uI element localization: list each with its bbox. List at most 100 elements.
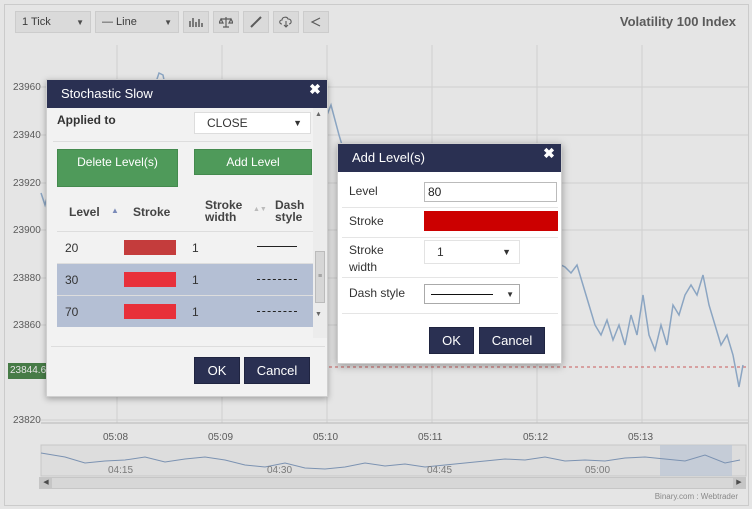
ok-button[interactable]: OK — [194, 357, 240, 384]
chart-toolbar: 1 Tick ▼ — Line ▼ — [15, 11, 329, 35]
y-tick-label: 23900 — [13, 225, 41, 236]
cancel-button[interactable]: Cancel — [479, 327, 545, 354]
navigator-tick-label: 04:15 — [108, 465, 134, 476]
header-level[interactable]: Level — [69, 205, 100, 219]
applied-to-value: CLOSE — [207, 116, 248, 130]
vertical-scrollbar[interactable]: ▲ ≡ ▼ — [313, 108, 327, 338]
dash-dashed-line — [257, 279, 297, 280]
close-icon[interactable]: ✖ — [309, 81, 321, 97]
scroll-down-icon[interactable]: ▼ — [315, 311, 322, 318]
table-row[interactable]: 20 1 — [57, 231, 313, 263]
navigator-series-line — [40, 452, 741, 470]
close-icon[interactable]: ✖ — [543, 145, 555, 161]
cancel-button[interactable]: Cancel — [244, 357, 310, 384]
compare-button[interactable] — [213, 11, 239, 33]
dash-style-label: Dash style — [349, 286, 406, 300]
dialog-title: Add Level(s) — [352, 150, 425, 165]
stroke-width-value: 1 — [192, 305, 199, 319]
x-tick-label: 05:11 — [418, 432, 443, 443]
download-button[interactable] — [273, 11, 299, 33]
stroke-width-select[interactable]: 1 ▼ — [424, 240, 520, 264]
stroke-swatch — [124, 272, 176, 287]
level-value: 30 — [65, 273, 79, 287]
stroke-swatch — [124, 240, 176, 255]
navigator-tick-label: 05:00 — [585, 465, 611, 476]
add-level-dialog: Add Level(s) ✖ Level 80 Stroke Stroke wi… — [337, 143, 562, 364]
interval-select[interactable]: 1 Tick ▼ — [15, 11, 91, 33]
level-row: Level 80 — [342, 176, 558, 208]
y-tick-label: 23940 — [13, 130, 41, 141]
download-icon — [279, 16, 292, 28]
navigator-tick-label: 04:45 — [427, 465, 453, 476]
credit-text: Binary.com : Webtrader — [654, 492, 738, 501]
indicators-button[interactable] — [183, 11, 209, 33]
level-input[interactable]: 80 — [424, 182, 557, 202]
chart-type-value: — Line — [102, 16, 137, 28]
stroke-label: Stroke — [349, 214, 384, 228]
divider — [53, 141, 311, 142]
stroke-row: Stroke — [342, 208, 558, 238]
stroke-width-label: Stroke width — [349, 243, 384, 274]
table-row[interactable]: 30 1 — [57, 263, 313, 295]
share-icon — [310, 17, 321, 27]
scroll-left-icon[interactable]: ◀ — [40, 478, 52, 488]
chart-type-select[interactable]: — Line ▼ — [95, 11, 179, 33]
dash-solid-line — [257, 246, 297, 247]
scrollbar-thumb[interactable]: ≡ — [315, 251, 325, 303]
y-tick-label: 23960 — [13, 82, 41, 93]
stroke-width-value: 1 — [192, 273, 199, 287]
chevron-down-icon: ▼ — [502, 247, 511, 257]
chevron-down-icon: ▼ — [76, 17, 84, 27]
y-tick-label: 23820 — [13, 415, 41, 426]
compare-icon — [219, 17, 233, 28]
sort-up-icon[interactable]: ▲ — [111, 206, 119, 215]
level-value: 20 — [65, 241, 79, 255]
draw-button[interactable] — [243, 11, 269, 33]
scroll-up-icon[interactable]: ▲ — [315, 111, 322, 118]
ok-button[interactable]: OK — [429, 327, 474, 354]
stroke-color-picker[interactable] — [424, 211, 558, 231]
stroke-width-value: 1 — [437, 245, 444, 259]
stroke-width-row: Stroke width 1 ▼ — [342, 238, 558, 278]
table-row[interactable]: 70 1 — [57, 295, 313, 327]
share-button[interactable] — [303, 11, 329, 33]
current-price-label: 23844.6 — [8, 363, 50, 379]
header-dash-style: Dash style — [275, 198, 305, 224]
dialog-header: Stochastic Slow ✖ — [47, 80, 327, 108]
level-value: 70 — [65, 305, 79, 319]
levels-table: Level ▲ Stroke Stroke width ▲▼ Dash styl… — [57, 191, 313, 327]
x-tick-label: 05:13 — [628, 432, 654, 443]
level-label: Level — [349, 184, 378, 198]
navigator-scrollbar[interactable]: ◀ ▶ — [39, 477, 746, 489]
stroke-width-value: 1 — [192, 241, 199, 255]
add-level-button[interactable]: Add Level — [194, 149, 312, 175]
interval-value: 1 Tick — [22, 16, 51, 28]
dash-style-row: Dash style ▼ — [342, 278, 558, 314]
header-stroke: Stroke — [133, 205, 171, 219]
y-tick-label: 23920 — [13, 178, 41, 189]
chevron-down-icon: ▼ — [506, 289, 514, 299]
delete-levels-button[interactable]: Delete Level(s) — [57, 149, 178, 187]
sort-icon: ▲▼ — [253, 206, 267, 213]
chevron-down-icon: ▼ — [164, 17, 172, 27]
table-header: Level ▲ Stroke Stroke width ▲▼ Dash styl… — [57, 191, 313, 231]
price-series-line — [40, 71, 744, 388]
x-tick-label: 05:08 — [103, 432, 129, 443]
dash-dashed-line — [257, 311, 297, 312]
dash-solid-line — [431, 293, 493, 295]
chart-title: Volatility 100 Index — [619, 14, 736, 29]
stochastic-body: Applied to CLOSE ▼ Delete Level(s) Add L… — [47, 108, 313, 338]
stroke-swatch — [124, 304, 176, 319]
dialog-header: Add Level(s) ✖ — [338, 144, 561, 172]
stochastic-dialog: Stochastic Slow ✖ Applied to CLOSE ▼ Del… — [46, 79, 328, 397]
chevron-down-icon: ▼ — [293, 118, 302, 128]
dialog-title: Stochastic Slow — [61, 86, 153, 101]
scroll-right-icon[interactable]: ▶ — [733, 478, 745, 488]
y-tick-label: 23860 — [13, 320, 41, 331]
x-tick-label: 05:10 — [313, 432, 339, 443]
dash-style-select[interactable]: ▼ — [424, 284, 520, 304]
x-tick-label: 05:09 — [208, 432, 234, 443]
applied-to-select[interactable]: CLOSE ▼ — [194, 112, 311, 134]
indicators-icon — [189, 18, 203, 27]
x-tick-label: 05:12 — [523, 432, 549, 443]
